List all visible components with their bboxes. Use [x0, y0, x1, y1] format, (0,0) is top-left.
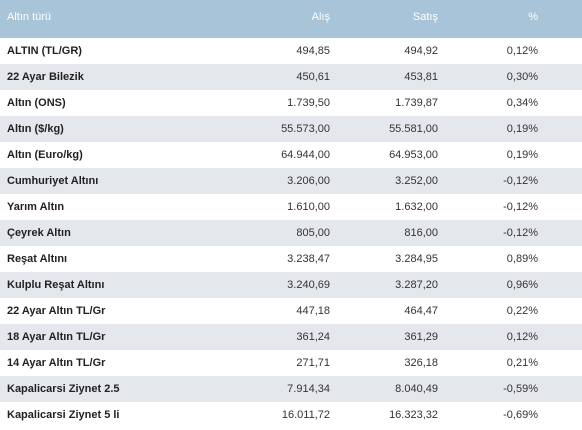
change-percent-cell: 0,12% [442, 38, 542, 64]
change-percent-cell: 0,19% [442, 116, 542, 142]
table-row: Kapalicarsi Ziynet 2.5 7.914,34 8.040,49 -0… [0, 376, 582, 402]
change-percent-cell: -0,12% [442, 168, 542, 194]
gold-type-cell: Kapalicarsi Ziynet 2.5 [0, 376, 223, 402]
row-spacer [542, 350, 582, 376]
row-spacer [542, 38, 582, 64]
table-row: Kapalicarsi Ziynet 5 li 16.011,72 16.323,3… [0, 402, 582, 428]
row-spacer [542, 246, 582, 272]
gold-type-cell: Altın (Euro/kg) [0, 142, 223, 168]
header-row: Altın türü Alış Satış % [0, 0, 582, 38]
gold-type-cell: Altın ($/kg) [0, 116, 223, 142]
buy-price-cell: 1.610,00 [223, 194, 334, 220]
gold-type-cell: Yarım Altın [0, 194, 223, 220]
change-percent-cell: 0,96% [442, 272, 542, 298]
change-percent-cell: 0,89% [442, 246, 542, 272]
change-percent-cell: 0,34% [442, 90, 542, 116]
sell-price-cell: 816,00 [334, 220, 442, 246]
buy-price-cell: 361,24 [223, 324, 334, 350]
row-spacer [542, 298, 582, 324]
sell-price-cell: 3.252,00 [334, 168, 442, 194]
sell-price-cell: 16.323,32 [334, 402, 442, 428]
change-percent-cell: -0,12% [442, 194, 542, 220]
change-percent-cell: -0,59% [442, 376, 542, 402]
row-spacer [542, 272, 582, 298]
gold-type-cell: Cumhuriyet Altını [0, 168, 223, 194]
row-spacer [542, 194, 582, 220]
gold-type-cell: ALTIN (TL/GR) [0, 38, 223, 64]
gold-type-cell: Reşat Altını [0, 246, 223, 272]
sell-price-cell: 55.581,00 [334, 116, 442, 142]
buy-price-cell: 55.573,00 [223, 116, 334, 142]
change-percent-cell: 0,12% [442, 324, 542, 350]
buy-price-cell: 805,00 [223, 220, 334, 246]
table-row: 22 Ayar Altın TL/Gr 447,18 464,47 0,22% [0, 298, 582, 324]
row-spacer [542, 90, 582, 116]
buy-price-cell: 3.238,47 [223, 246, 334, 272]
sell-price-cell: 361,29 [334, 324, 442, 350]
table-row: Reşat Altını 3.238,47 3.284,95 0,89% [0, 246, 582, 272]
buy-price-cell: 494,85 [223, 38, 334, 64]
buy-price-cell: 3.240,69 [223, 272, 334, 298]
table-row: Yarım Altın 1.610,00 1.632,00 -0,12% [0, 194, 582, 220]
table-row: 22 Ayar Bilezik 450,61 453,81 0,30% [0, 64, 582, 90]
buy-price-cell: 16.011,72 [223, 402, 334, 428]
sell-price-cell: 64.953,00 [334, 142, 442, 168]
change-percent-cell: -0,69% [442, 402, 542, 428]
column-header-gold-type: Altın türü [0, 0, 223, 38]
sell-price-cell: 1.739,87 [334, 90, 442, 116]
column-header-sell: Satış [334, 0, 442, 38]
row-spacer [542, 116, 582, 142]
table-row: Cumhuriyet Altını 3.206,00 3.252,00 -0,12% [0, 168, 582, 194]
change-percent-cell: 0,21% [442, 350, 542, 376]
gold-type-cell: 22 Ayar Altın TL/Gr [0, 298, 223, 324]
buy-price-cell: 7.914,34 [223, 376, 334, 402]
buy-price-cell: 450,61 [223, 64, 334, 90]
sell-price-cell: 464,47 [334, 298, 442, 324]
gold-type-cell: 18 Ayar Altın TL/Gr [0, 324, 223, 350]
buy-price-cell: 447,18 [223, 298, 334, 324]
gold-type-cell: Kapalicarsi Ziynet 5 li [0, 402, 223, 428]
table-row: 18 Ayar Altın TL/Gr 361,24 361,29 0,12% [0, 324, 582, 350]
gold-type-cell: 14 Ayar Altın TL/Gr [0, 350, 223, 376]
row-spacer [542, 402, 582, 428]
column-header-spacer [542, 0, 582, 38]
table-row: Altın ($/kg) 55.573,00 55.581,00 0,19% [0, 116, 582, 142]
change-percent-cell: 0,19% [442, 142, 542, 168]
table-row: 14 Ayar Altın TL/Gr 271,71 326,18 0,21% [0, 350, 582, 376]
sell-price-cell: 453,81 [334, 64, 442, 90]
change-percent-cell: 0,30% [442, 64, 542, 90]
sell-price-cell: 494,92 [334, 38, 442, 64]
change-percent-cell: 0,22% [442, 298, 542, 324]
row-spacer [542, 168, 582, 194]
column-header-buy: Alış [223, 0, 334, 38]
table-row: Kulplu Reşat Altını 3.240,69 3.287,20 0,96% [0, 272, 582, 298]
table-header: Altın türü Alış Satış % [0, 0, 582, 38]
buy-price-cell: 271,71 [223, 350, 334, 376]
table-row: Altın (ONS) 1.739,50 1.739,87 0,34% [0, 90, 582, 116]
sell-price-cell: 8.040,49 [334, 376, 442, 402]
column-header-change: % [442, 0, 542, 38]
gold-type-cell: Çeyrek Altın [0, 220, 223, 246]
gold-type-cell: Kulplu Reşat Altını [0, 272, 223, 298]
row-spacer [542, 324, 582, 350]
row-spacer [542, 64, 582, 90]
buy-price-cell: 1.739,50 [223, 90, 334, 116]
row-spacer [542, 376, 582, 402]
row-spacer [542, 220, 582, 246]
row-spacer [542, 142, 582, 168]
table-row: Çeyrek Altın 805,00 816,00 -0,12% [0, 220, 582, 246]
buy-price-cell: 64.944,00 [223, 142, 334, 168]
table-body: ALTIN (TL/GR) 494,85 494,92 0,12% 22 Ayar Bi… [0, 38, 582, 428]
change-percent-cell: -0,12% [442, 220, 542, 246]
table-row: ALTIN (TL/GR) 494,85 494,92 0,12% [0, 38, 582, 64]
buy-price-cell: 3.206,00 [223, 168, 334, 194]
sell-price-cell: 3.284,95 [334, 246, 442, 272]
gold-type-cell: Altın (ONS) [0, 90, 223, 116]
sell-price-cell: 1.632,00 [334, 194, 442, 220]
table-row: Altın (Euro/kg) 64.944,00 64.953,00 0,19% [0, 142, 582, 168]
gold-type-cell: 22 Ayar Bilezik [0, 64, 223, 90]
sell-price-cell: 3.287,20 [334, 272, 442, 298]
sell-price-cell: 326,18 [334, 350, 442, 376]
